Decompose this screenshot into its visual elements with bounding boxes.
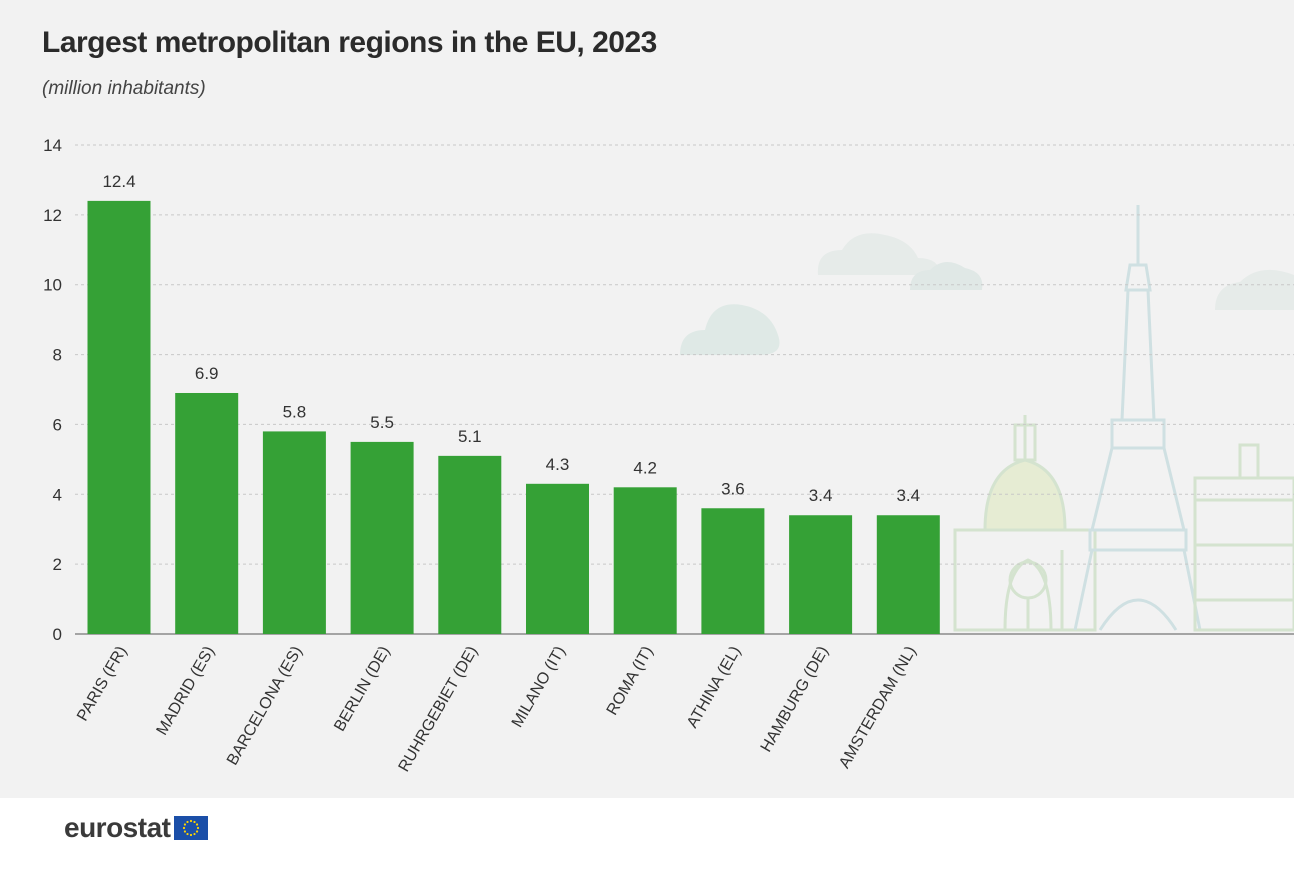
- eu-flag-icon: [174, 816, 209, 840]
- chart-title: Largest metropolitan regions in the EU, …: [42, 26, 657, 59]
- cloud-icon: [910, 261, 983, 290]
- data-label: 5.5: [370, 413, 394, 432]
- star-icon: [193, 820, 197, 824]
- star-icon: [183, 826, 186, 830]
- bar: [789, 515, 853, 634]
- bar: [701, 508, 765, 634]
- y-tick-label: 0: [53, 625, 62, 644]
- category-label: RUHRGEBIET (DE): [396, 644, 482, 775]
- star-icon: [193, 832, 197, 836]
- y-tick-label: 12: [43, 206, 62, 225]
- data-label: 12.4: [102, 172, 135, 191]
- star-icon: [184, 823, 187, 826]
- logo-text: eurostat: [64, 812, 171, 843]
- star-icon: [186, 832, 190, 836]
- data-label: 3.6: [721, 479, 745, 498]
- star-icon: [196, 823, 199, 826]
- bar: [613, 487, 677, 634]
- bar-chart: 0 2 4 6 8 10 12 14 12.4 6.9 5.8 5.5 5.1 4.3 4.2 3.6 3.4…: [43, 136, 1294, 775]
- cloud-icon: [817, 233, 940, 275]
- y-tick-label: 6: [53, 415, 62, 434]
- bar: [438, 455, 502, 634]
- bar: [526, 483, 589, 634]
- category-label: BERLIN (DE): [331, 644, 393, 735]
- y-axis: 0 2 4 6 8 10 12 14: [43, 136, 62, 644]
- bar: [350, 441, 414, 634]
- y-tick-label: 8: [53, 346, 62, 365]
- bar: [175, 392, 239, 634]
- category-label: MILANO (IT): [509, 644, 569, 731]
- category-label: ROMA (IT): [604, 644, 657, 719]
- skyline-illustration: [680, 205, 1294, 632]
- category-label: HAMBURG (DE): [758, 644, 832, 756]
- y-tick-label: 10: [43, 276, 62, 295]
- gridlines: [75, 144, 1294, 565]
- star-icon: [186, 820, 190, 824]
- data-label: 4.2: [633, 458, 657, 477]
- category-label: AMSTERDAM (NL): [836, 644, 920, 772]
- data-labels: 12.4 6.9 5.8 5.5 5.1 4.3 4.2 3.6 3.4 3.4: [102, 172, 920, 505]
- bars: [87, 200, 940, 634]
- star-icon: [190, 819, 193, 823]
- bar: [87, 200, 151, 634]
- category-label: MADRID (ES): [154, 644, 219, 739]
- category-labels: PARIS (FR) MADRID (ES) BARCELONA (ES) BERLI…: [74, 644, 920, 775]
- bar: [262, 431, 326, 634]
- y-tick-label: 2: [53, 555, 62, 574]
- category-label: PARIS (FR): [74, 644, 130, 725]
- category-label: BARCELONA (ES): [224, 644, 306, 769]
- star-icon: [196, 830, 199, 833]
- bar: [876, 515, 940, 634]
- y-tick-label: 14: [43, 136, 62, 155]
- cloud-icon: [1215, 269, 1294, 310]
- category-label: ATHINA (EL): [684, 644, 744, 732]
- eurostat-logo: eurostat: [64, 812, 209, 844]
- chart-subtitle: (million inhabitants): [42, 78, 206, 99]
- data-label: 4.3: [546, 455, 570, 474]
- data-label: 3.4: [896, 486, 920, 505]
- data-label: 3.4: [809, 486, 833, 505]
- building-icon: [1193, 443, 1294, 632]
- data-label: 5.8: [283, 402, 307, 421]
- star-icon: [184, 830, 187, 833]
- data-label: 5.1: [458, 427, 482, 446]
- star-icon: [197, 826, 200, 830]
- dome-building-icon: [983, 458, 1067, 532]
- star-icon: [190, 833, 193, 837]
- cloud-icon: [680, 304, 780, 355]
- data-label: 6.9: [195, 364, 219, 383]
- y-tick-label: 4: [53, 485, 62, 504]
